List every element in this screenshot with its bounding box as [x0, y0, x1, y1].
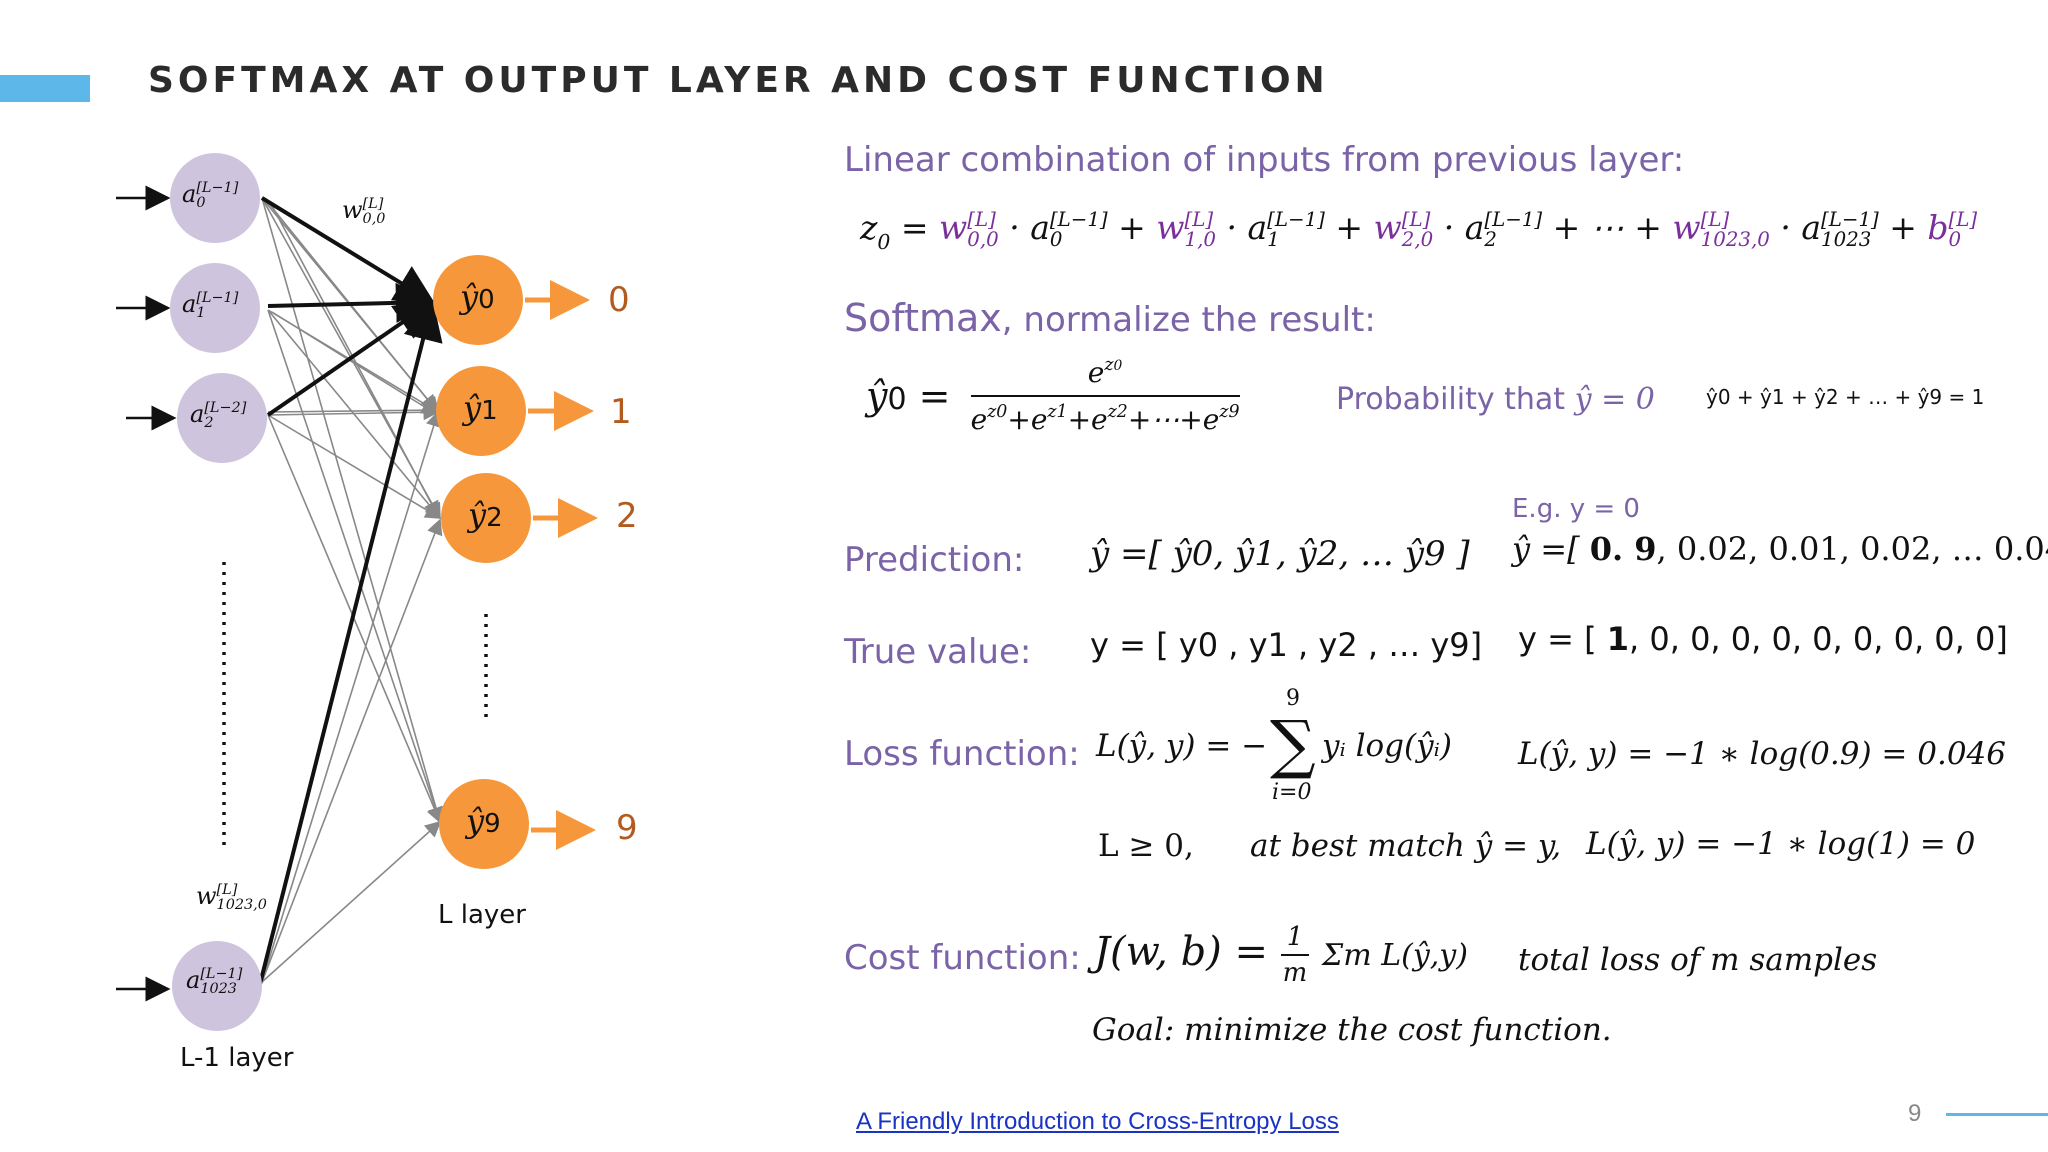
loss-lhs: L(ŷ, y) = −	[1096, 728, 1268, 764]
output-node-0	[433, 255, 523, 345]
output-arrows	[525, 280, 598, 850]
z0-equation: z0 = w [L] 0,0 · a [L−1] 0 + w [L] 1,0 · a [L−1…	[860, 208, 1978, 254]
loss-summand: yᵢ log(ŷᵢ)	[1322, 728, 1452, 764]
weight-label-bottom: w [L] 1023,0	[196, 882, 267, 913]
accent-bar	[0, 75, 90, 102]
weight-label-top: w [L] 0,0	[342, 196, 386, 227]
class-label-1: 1	[610, 392, 632, 432]
slide-title: SOFTMAX AT OUTPUT LAYER AND COST FUNCTIO…	[148, 60, 1329, 101]
output-node-1	[436, 366, 526, 456]
linear-heading: Linear combination of inputs from previo…	[844, 140, 1685, 180]
output-label-2: ŷ2	[468, 496, 503, 534]
class-label-9: 9	[616, 808, 638, 848]
example-label: E.g. y = 0	[1512, 494, 1640, 524]
prediction-expr: ŷ =[ ŷ0, ŷ1, ŷ2, … ŷ9 ]	[1090, 534, 1470, 574]
loss-sum-upper: 9	[1286, 686, 1300, 711]
cost-goal: Goal: minimize the cost function.	[1092, 1012, 1612, 1048]
output-node-9	[439, 779, 529, 869]
class-label-0: 0	[608, 280, 630, 320]
output-label-1: ŷ1	[463, 389, 498, 427]
softmax-formula: ŷ0 = ez0 ez0+ez1+ez2+⋯+ez9	[866, 355, 1240, 436]
true-value-expr: y = [ y0 , y1 , y2 , … y9]	[1090, 626, 1483, 664]
output-node-2	[441, 473, 531, 563]
input-node-2	[177, 373, 267, 463]
loss-nonneg: L ≥ 0,	[1098, 828, 1194, 864]
prediction-example: ŷ =[ 0. 9, 0.02, 0.01, 0.02, … 0.04]	[1512, 530, 2048, 568]
true-value-label: True value:	[844, 632, 1032, 672]
input-node-1	[170, 263, 260, 353]
layer-label: L layer	[438, 900, 526, 930]
output-label-0: ŷ0	[460, 278, 495, 316]
loss-best: L(ŷ, y) = −1 ∗ log(1) = 0	[1586, 826, 1976, 862]
loss-sum-lower: i=0	[1272, 780, 1312, 805]
class-label-2: 2	[616, 496, 638, 536]
input-label-1023: a [L−1] 1023	[186, 966, 243, 997]
reference-link[interactable]: A Friendly Introduction to Cross-Entropy…	[856, 1108, 1339, 1135]
softmax-heading: Softmax, normalize the result:	[844, 296, 1376, 340]
network-diagram	[116, 153, 598, 1031]
input-arrows	[116, 185, 177, 1002]
input-label-0: a [L−1] 0	[182, 180, 239, 211]
loss-example: L(ŷ, y) = −1 ∗ log(0.9) = 0.046	[1518, 736, 2007, 772]
loss-label: Loss function:	[844, 734, 1080, 774]
page-number: 9	[1908, 1100, 1922, 1127]
bold-connections	[258, 196, 443, 985]
true-value-example: y = [ 1, 0, 0, 0, 0, 0, 0, 0, 0, 0]	[1518, 620, 2008, 658]
input-label-1: a [L−1] 1	[182, 290, 239, 321]
cost-note: total loss of m samples	[1518, 942, 1878, 978]
loss-sigma: ∑	[1270, 708, 1316, 782]
loss-best-match: at best match ŷ = y,	[1250, 828, 1562, 864]
bottom-accent-line	[1946, 1113, 2048, 1116]
output-label-9: ŷ9	[466, 802, 501, 840]
sum-to-one: ŷ0 + ŷ1 + ŷ2 + … + ŷ9 = 1	[1706, 385, 1985, 409]
prediction-label: Prediction:	[844, 540, 1025, 580]
input-label-2: a [L−2] 2	[190, 400, 247, 431]
cost-label: Cost function:	[844, 938, 1081, 978]
probability-text: Probability that ŷ = 0	[1336, 382, 1655, 417]
prev-layer-label: L-1 layer	[180, 1043, 294, 1073]
input-node-0	[170, 153, 260, 243]
input-node-1023	[172, 941, 262, 1031]
